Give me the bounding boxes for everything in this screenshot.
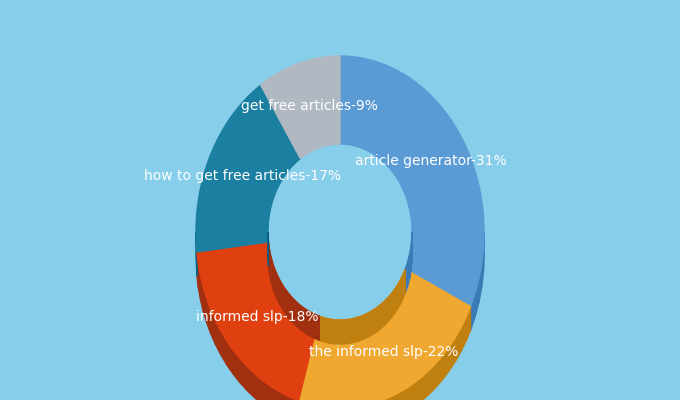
Polygon shape xyxy=(403,269,405,298)
Polygon shape xyxy=(461,317,466,352)
Polygon shape xyxy=(305,309,310,336)
Polygon shape xyxy=(329,319,334,344)
Polygon shape xyxy=(277,276,280,305)
Polygon shape xyxy=(197,242,320,400)
Polygon shape xyxy=(358,316,362,341)
Polygon shape xyxy=(380,302,384,329)
Polygon shape xyxy=(301,306,305,333)
Polygon shape xyxy=(348,318,353,344)
Polygon shape xyxy=(456,328,461,361)
Polygon shape xyxy=(482,247,483,287)
Polygon shape xyxy=(324,318,329,343)
Polygon shape xyxy=(203,287,207,322)
Polygon shape xyxy=(233,350,239,382)
Polygon shape xyxy=(403,384,412,400)
Polygon shape xyxy=(290,295,294,323)
Polygon shape xyxy=(294,299,297,327)
Polygon shape xyxy=(339,320,343,344)
Polygon shape xyxy=(392,289,394,318)
Polygon shape xyxy=(216,320,220,354)
Polygon shape xyxy=(315,314,320,340)
Polygon shape xyxy=(343,320,348,344)
Polygon shape xyxy=(398,280,401,309)
Polygon shape xyxy=(394,285,398,313)
Polygon shape xyxy=(479,263,482,302)
Polygon shape xyxy=(420,371,428,400)
Polygon shape xyxy=(353,317,358,342)
Polygon shape xyxy=(260,56,340,158)
Polygon shape xyxy=(334,320,339,344)
Polygon shape xyxy=(297,303,301,330)
Polygon shape xyxy=(211,310,216,344)
Polygon shape xyxy=(376,399,385,400)
Polygon shape xyxy=(280,281,283,310)
Polygon shape xyxy=(475,278,479,316)
Polygon shape xyxy=(269,248,270,278)
Polygon shape xyxy=(220,330,226,364)
Polygon shape xyxy=(412,378,420,400)
Polygon shape xyxy=(310,312,315,338)
Polygon shape xyxy=(405,262,407,293)
Polygon shape xyxy=(283,286,286,315)
Polygon shape xyxy=(384,298,388,326)
Polygon shape xyxy=(270,254,271,284)
Polygon shape xyxy=(196,85,301,252)
Text: the informed slp-22%: the informed slp-22% xyxy=(309,346,459,360)
Polygon shape xyxy=(466,306,471,341)
Text: article generator-31%: article generator-31% xyxy=(355,154,507,168)
Polygon shape xyxy=(385,395,394,400)
Polygon shape xyxy=(286,291,290,319)
Polygon shape xyxy=(254,374,262,400)
Polygon shape xyxy=(394,390,403,400)
Polygon shape xyxy=(280,392,289,400)
Polygon shape xyxy=(340,56,484,306)
Polygon shape xyxy=(388,294,392,322)
Polygon shape xyxy=(471,292,475,330)
Polygon shape xyxy=(443,346,449,379)
Polygon shape xyxy=(376,305,380,332)
Polygon shape xyxy=(449,337,456,370)
Polygon shape xyxy=(367,311,372,338)
Polygon shape xyxy=(428,364,436,395)
Polygon shape xyxy=(289,397,299,400)
Polygon shape xyxy=(196,232,197,276)
Polygon shape xyxy=(197,252,199,288)
Polygon shape xyxy=(271,260,273,289)
Polygon shape xyxy=(372,308,376,335)
Polygon shape xyxy=(299,269,471,400)
Polygon shape xyxy=(226,340,233,374)
Text: get free articles-9%: get free articles-9% xyxy=(241,98,377,112)
Polygon shape xyxy=(273,265,275,295)
Text: how to get free articles-17%: how to get free articles-17% xyxy=(143,169,341,183)
Text: informed slp-18%: informed slp-18% xyxy=(196,310,318,324)
Polygon shape xyxy=(201,276,203,311)
Polygon shape xyxy=(239,358,247,390)
Polygon shape xyxy=(199,264,201,300)
Polygon shape xyxy=(362,314,367,340)
Polygon shape xyxy=(247,366,254,398)
Polygon shape xyxy=(409,247,411,279)
Polygon shape xyxy=(207,298,211,334)
Polygon shape xyxy=(275,271,277,300)
Polygon shape xyxy=(407,255,409,286)
Polygon shape xyxy=(271,387,280,400)
Polygon shape xyxy=(262,380,271,400)
Polygon shape xyxy=(320,316,324,342)
Polygon shape xyxy=(436,355,443,388)
Polygon shape xyxy=(401,274,403,304)
